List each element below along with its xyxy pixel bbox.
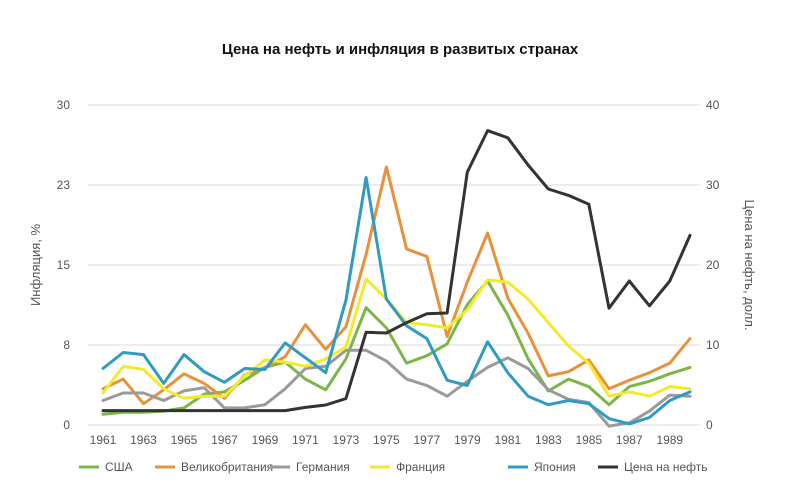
y-tick-label-right: 0 [706, 418, 713, 432]
legend-item: Цена на нефть [598, 460, 707, 474]
legend-item: Япония [508, 460, 576, 474]
x-tick-label: 1975 [373, 433, 400, 447]
y-axis-left-label: Инфляция, % [28, 224, 43, 307]
x-axis-ticks: 1961 1963 1965 1967 1969 1971 1973 1975 1977 1979… [90, 433, 684, 447]
y-tick-label-left: 23 [57, 178, 71, 192]
series-layer [101, 129, 692, 428]
legend-item: США [79, 460, 133, 474]
series-line [101, 165, 692, 406]
y-tick-label-right: 40 [706, 98, 720, 112]
legend-label: Великобритания [181, 460, 273, 474]
x-tick-label: 1969 [252, 433, 279, 447]
legend: США Великобритания Германия Франция Япония Це… [79, 460, 707, 474]
y-tick-label-left: 8 [63, 338, 70, 352]
legend-item: Германия [270, 460, 350, 474]
x-tick-label: 1965 [171, 433, 198, 447]
legend-item: Великобритания [155, 460, 273, 474]
y-tick-label-right: 10 [706, 338, 720, 352]
x-tick-label: 1983 [535, 433, 562, 447]
legend-label: Франция [396, 460, 445, 474]
y-tick-label-right: 30 [706, 178, 720, 192]
legend-label: США [105, 460, 133, 474]
x-tick-label: 1973 [333, 433, 360, 447]
y-axis-right-label: Цена на нефть, долл. [742, 200, 757, 331]
y-tick-label-left: 30 [57, 98, 71, 112]
legend-label: Япония [534, 460, 576, 474]
x-tick-label: 1981 [494, 433, 521, 447]
y-axis-left-ticks: 0 8 15 23 30 [57, 98, 71, 432]
x-tick-label: 1961 [90, 433, 117, 447]
legend-label: Цена на нефть [624, 460, 707, 474]
x-tick-label: 1989 [656, 433, 683, 447]
x-tick-label: 1987 [616, 433, 643, 447]
y-axis-right-ticks: 0 10 20 30 40 [706, 98, 720, 432]
x-tick-label: 1979 [454, 433, 481, 447]
x-tick-label: 1977 [414, 433, 441, 447]
chart-title: Цена на нефть и инфляция в развитых стра… [222, 41, 579, 58]
grid-lines [88, 104, 700, 426]
legend-label: Германия [296, 460, 350, 474]
x-tick-label: 1985 [575, 433, 602, 447]
x-tick-label: 1971 [292, 433, 319, 447]
legend-item: Франция [370, 460, 445, 474]
series-line [101, 176, 692, 426]
y-tick-label-right: 20 [706, 258, 720, 272]
y-tick-label-left: 15 [57, 258, 71, 272]
series-line [101, 129, 692, 413]
series-line [101, 279, 692, 416]
x-tick-label: 1967 [211, 433, 238, 447]
y-tick-label-left: 0 [63, 418, 70, 432]
x-tick-label: 1963 [130, 433, 157, 447]
